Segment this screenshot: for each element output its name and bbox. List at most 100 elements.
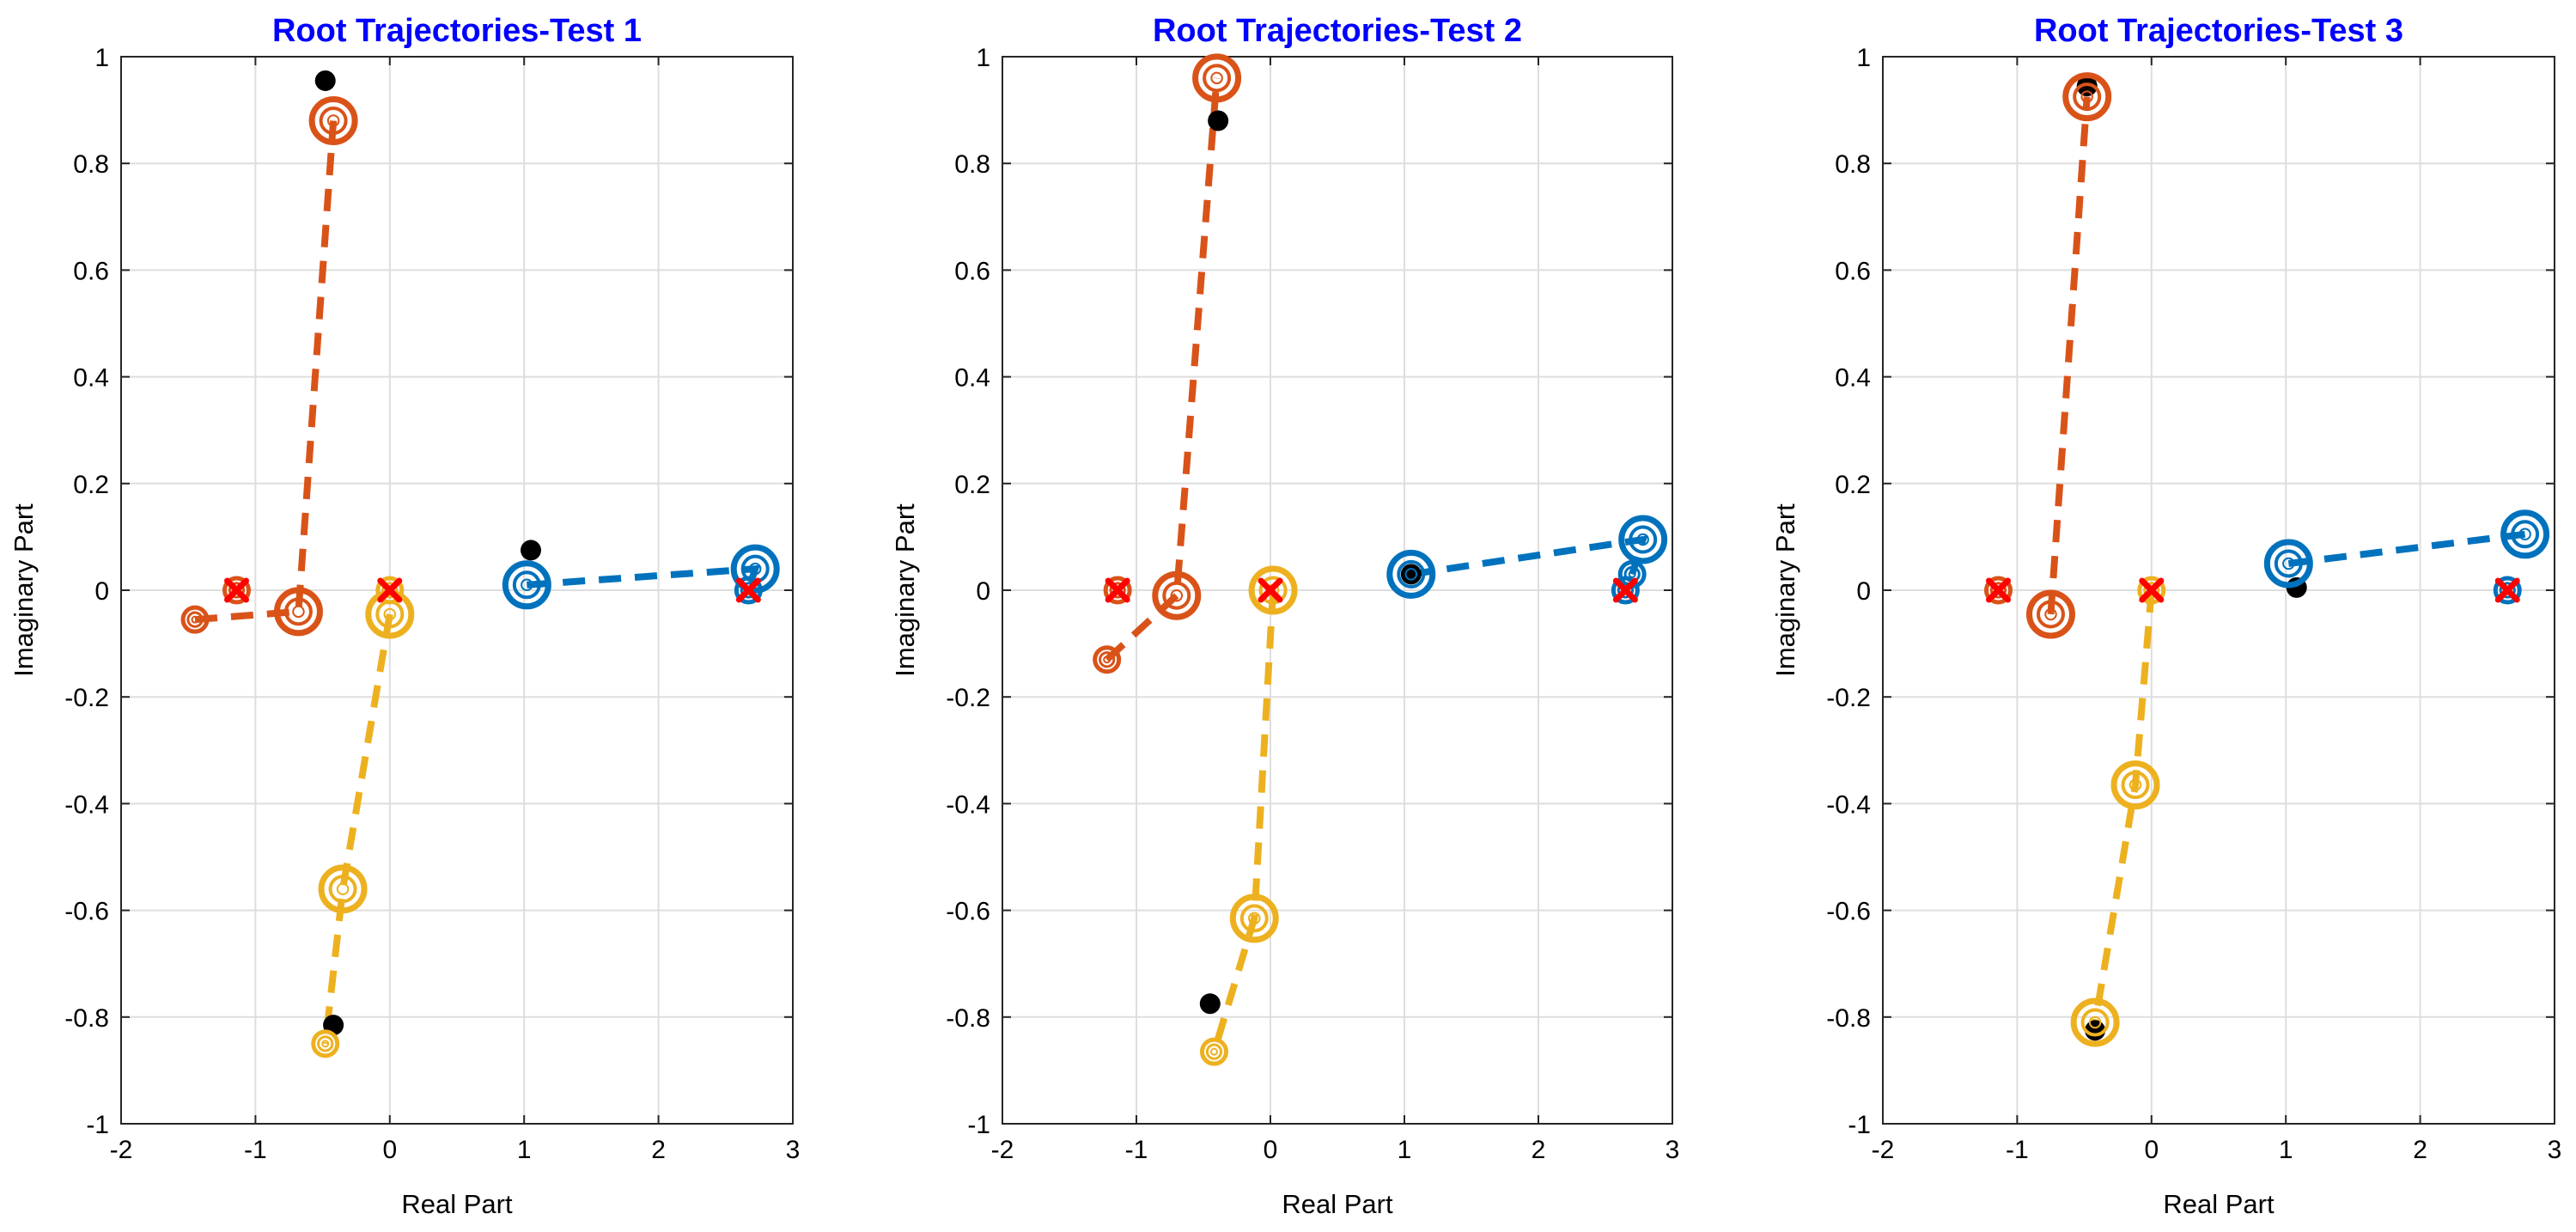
y-tick-label: 0 (94, 577, 109, 606)
y-tick-label: -0.2 (946, 684, 990, 712)
ring-marker-core-ring (2044, 607, 2057, 621)
y-tick-label: 0.4 (73, 364, 109, 393)
ring-marker-outer-ring (222, 576, 252, 605)
y-axis-label: Imaginary Part (1770, 503, 1800, 677)
ring-marker-inner-ring (1629, 525, 1658, 554)
trajectory-line-root-3 (1210, 589, 1277, 1053)
zero-x-marker (1258, 577, 1283, 603)
ring-marker-outer-ring (1618, 515, 1668, 564)
x-tick-label: 0 (1264, 1136, 1278, 1164)
y-tick-label: 0.4 (1835, 364, 1871, 393)
ring-marker-outer-ring (2070, 997, 2120, 1047)
trajectories (2047, 96, 2526, 1023)
x-tick-label: 1 (2279, 1136, 2293, 1164)
ring-marker-outer-ring (1611, 576, 1640, 605)
trajectory-line-root-1 (2287, 530, 2526, 567)
x-axis-label: Real Part (1282, 1189, 1393, 1219)
y-tick-label: -0.4 (64, 790, 109, 819)
ring-marker-outer-ring (1984, 576, 2013, 605)
black-point (1400, 564, 1422, 585)
ring-marker (1093, 645, 1122, 674)
y-tick-label: 0.6 (954, 257, 990, 285)
ring-marker (2070, 997, 2120, 1047)
ring-marker-outer-ring (2110, 760, 2160, 810)
ring-marker (1618, 515, 1668, 564)
ring-marker-outer-ring (734, 576, 763, 605)
y-tick-label: -0.6 (946, 898, 990, 926)
y-axis-label: Imaginary Part (890, 503, 920, 677)
ring-marker-inner-ring (2511, 520, 2540, 549)
x-axis-label: Real Part (2163, 1189, 2275, 1219)
ring-marker (311, 1029, 340, 1058)
ring-marker-outer-ring (1093, 645, 1122, 674)
ticks: -2 -1 0 1 2 3-1-0.8-0.6-0.4-0.200.20.40.60.81 (946, 44, 1679, 1164)
ring-marker-core-ring (748, 562, 762, 576)
ring-marker-core-ring (326, 114, 340, 127)
ring-marker-inner-ring (283, 597, 313, 626)
trajectory-line-root-3 (321, 613, 393, 1045)
ring-marker-core-ring (321, 1040, 330, 1048)
ring-marker-inner-ring (381, 582, 399, 599)
ring-marker-outer-ring (502, 560, 551, 610)
ticks: -2 -1 0 1 2 3-1-0.8-0.6-0.4-0.200.20.40.60.81 (64, 44, 800, 1164)
ring-marker-inner-ring (319, 107, 348, 136)
plot-title: Root Trajectories-Test 2 (1153, 13, 1522, 49)
x-tick-label: 0 (382, 1136, 397, 1164)
ring-marker-inner-ring (1203, 64, 1232, 93)
ring-marker-inner-ring (1109, 582, 1126, 599)
y-tick-label: -0.8 (946, 1004, 990, 1033)
ring-marker-outer-ring (1192, 53, 1242, 103)
ring-marker-inner-ring (2073, 82, 2102, 112)
y-tick-label: 0 (976, 577, 990, 606)
ring-marker-core-ring (2088, 1015, 2102, 1029)
ring-marker-inner-ring (1205, 1043, 1223, 1060)
ring-marker-core-ring (2282, 557, 2295, 570)
x-tick-label: -2 (110, 1136, 133, 1164)
subplot-test-1: Root Trajectories-Test 1 Real Part Imagi… (9, 13, 800, 1219)
ring-marker-inner-ring (1239, 904, 1269, 933)
ring-marker-outer-ring (2062, 72, 2112, 122)
ring-marker-core-ring (1628, 570, 1636, 578)
y-tick-label: -0.4 (1826, 790, 1871, 819)
ring-marker-core-ring (2128, 778, 2142, 791)
ring-marker (2263, 539, 2313, 589)
x-tick-label: 2 (651, 1136, 666, 1164)
x-axis-label: Real Part (401, 1189, 513, 1219)
zero-x-stroke (1105, 577, 1130, 603)
ring-marker-core-ring (191, 615, 199, 624)
ring-marker (273, 587, 323, 637)
x-tick-label: -2 (1872, 1136, 1895, 1164)
zero-x-stroke (1612, 577, 1638, 603)
trajectories (194, 120, 760, 1045)
ring-marker-core-ring (383, 607, 397, 621)
zero-x-marker (377, 577, 403, 603)
ring-marker-core-ring (1103, 656, 1111, 664)
ring-marker-inner-ring (317, 1035, 334, 1052)
grid (1882, 56, 2555, 1125)
ring-marker (2062, 72, 2112, 122)
x-tick-label: -1 (2006, 1136, 2029, 1164)
plot-title: Root Trajectories-Test 1 (272, 13, 642, 49)
ring-markers (180, 96, 780, 1058)
y-axis-label: Imaginary Part (9, 503, 39, 677)
y-tick-label: -0.2 (64, 684, 109, 712)
x-tick-label: 2 (2413, 1136, 2427, 1164)
ring-marker (502, 560, 551, 610)
black-point (521, 540, 542, 561)
ring-marker-inner-ring (2274, 549, 2303, 578)
ring-marker (1229, 894, 1279, 943)
x-tick-label: -2 (991, 1136, 1014, 1164)
ring-marker-outer-ring (308, 96, 358, 146)
ring-marker-inner-ring (1258, 576, 1288, 605)
ring-marker (180, 605, 210, 634)
y-tick-label: -0.6 (64, 898, 109, 926)
ring-marker-outer-ring (180, 605, 210, 634)
ring-marker (1199, 1037, 1228, 1066)
zero-x-marker (1105, 577, 1130, 603)
ring-marker-core-ring (1248, 912, 1261, 925)
ring-marker-core-ring (2080, 90, 2093, 103)
zero-x-stroke (2494, 577, 2520, 603)
ring-marker-inner-ring (2080, 1008, 2110, 1037)
ring-marker-core-ring (1404, 568, 1418, 581)
